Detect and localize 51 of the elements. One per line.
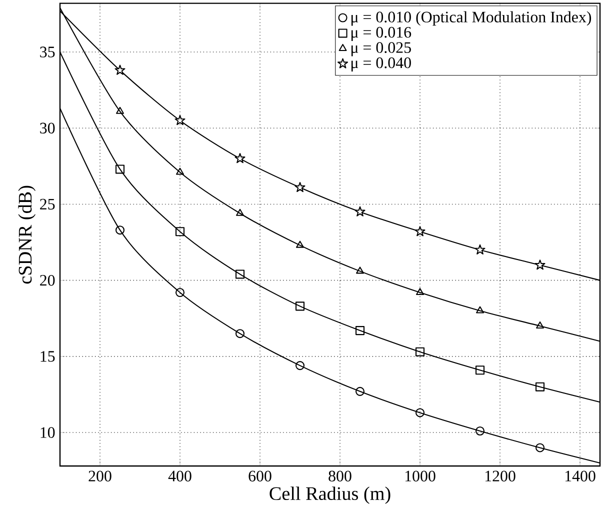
x-tick-label: 200 [88,470,112,482]
point [416,288,424,296]
x-axis-title: Cell Radius (m) [270,486,390,504]
x-tick-label: 1400 [565,470,596,482]
x-tick-label: 1000 [405,470,436,482]
point [475,426,485,436]
point [535,382,545,392]
point [355,326,365,336]
legend-label: μ = 0.040 [351,57,411,72]
point [175,288,185,298]
y-tick-label: 35 [40,46,55,58]
x-tick-label: 600 [248,470,272,482]
y-tick-label: 10 [40,427,55,438]
point [296,240,304,248]
point [174,115,186,126]
y-tick-label: 20 [40,274,55,286]
y-tick-label: 15 [40,351,55,362]
point [295,302,305,311]
point [475,366,485,375]
point [415,408,425,418]
point [115,226,125,235]
point [295,361,305,370]
x-tick-label: 1200 [485,470,516,482]
point [534,260,546,270]
legend-label: μ = 0.016 [351,26,412,41]
y-axis-title: cSDNR (dB) [18,186,36,284]
legend-label: μ = 0.010 (Optical Modulation Index) [351,11,592,26]
point [354,206,366,216]
point [115,164,125,174]
point [476,306,484,314]
point [176,168,184,175]
point [474,244,486,254]
y-tick-label: 25 [40,198,55,210]
point [294,182,306,192]
x-tick-label: 800 [328,470,352,482]
point [356,266,364,274]
point [414,226,426,236]
point [175,227,185,236]
point [114,64,126,75]
point [415,347,425,356]
y-tick-label: 30 [40,122,55,134]
point [235,329,245,338]
point [355,386,365,396]
point [116,106,124,114]
point [234,153,246,164]
point [536,321,544,329]
point [235,270,245,279]
point [535,443,545,452]
point [236,208,244,216]
x-tick-label: 400 [168,470,192,482]
legend-label: μ = 0.025 [351,42,411,56]
